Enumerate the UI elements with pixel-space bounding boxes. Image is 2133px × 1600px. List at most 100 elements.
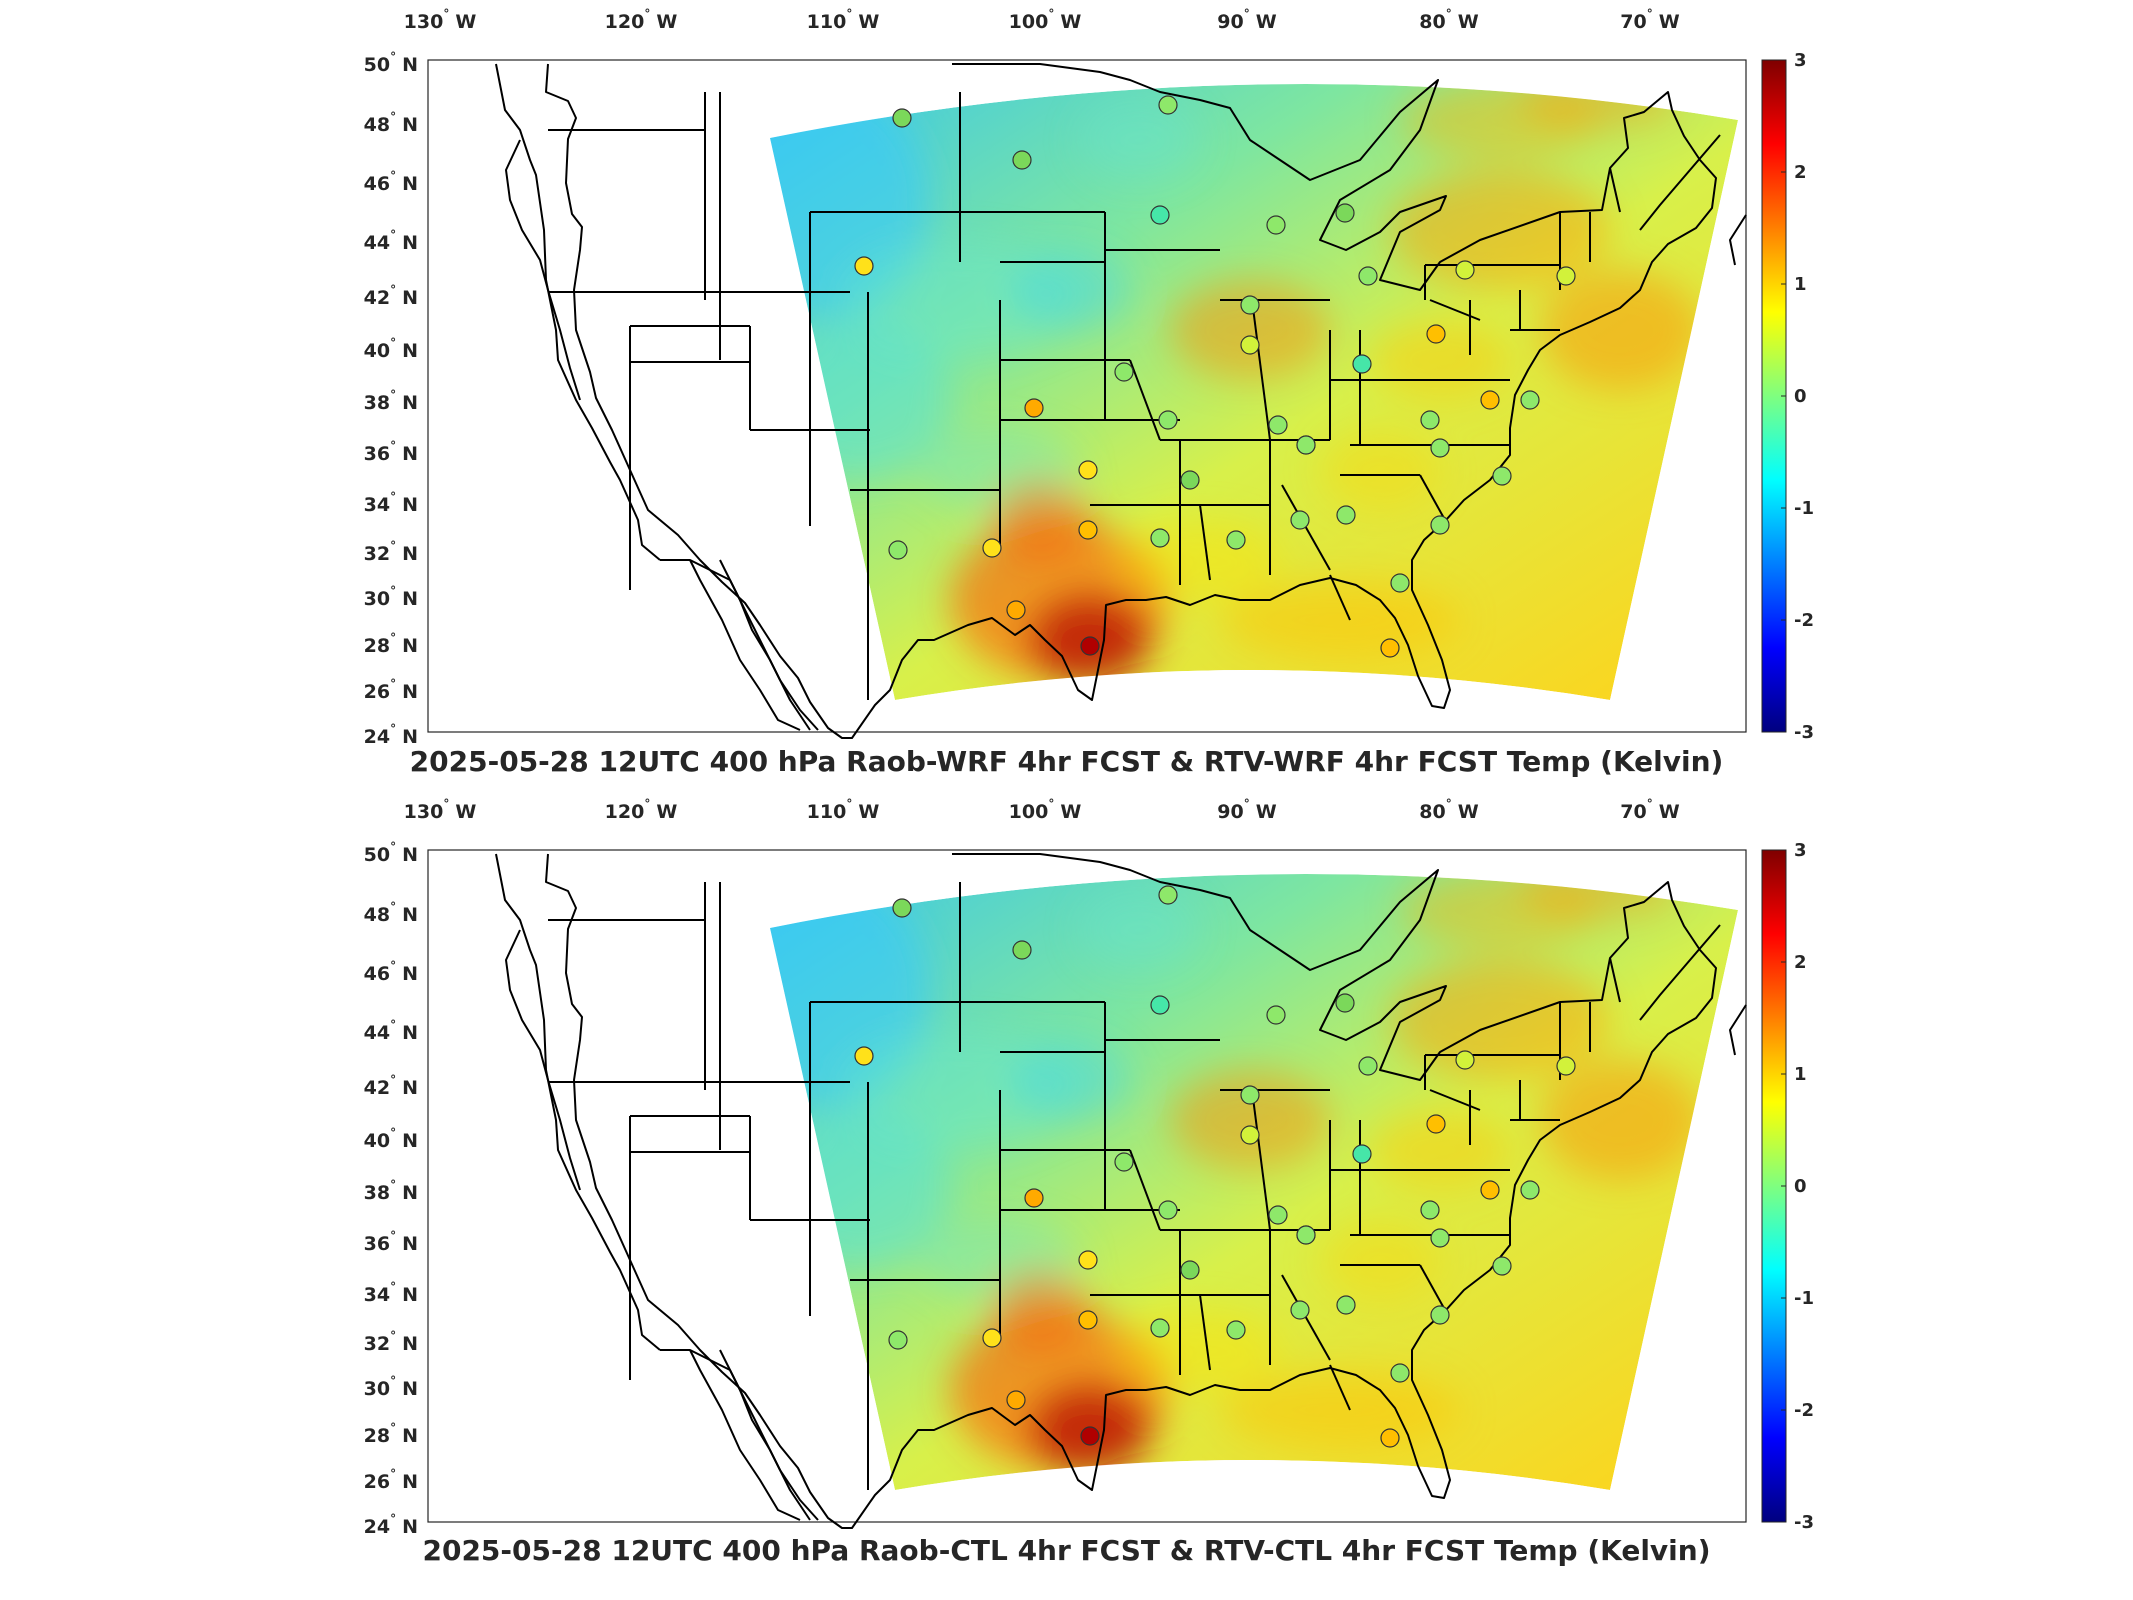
map-panel-top: 130° W 120° W 110° W 100° W 90° W 80° W 70° W 50° N 48° N… — [364, 7, 1814, 778]
lat-tick-label: 50° N — [364, 840, 418, 866]
lat-tick-label: 26° N — [364, 677, 418, 703]
raob-station-marker — [1150, 205, 1170, 225]
raob-station-marker — [1420, 410, 1440, 430]
raob-station-marker — [1012, 940, 1032, 960]
lon-tick-label: 110° W — [807, 7, 880, 33]
lat-tick-label: 42° N — [364, 1073, 418, 1099]
temperature-difference-map: 130° W 120° W 110° W 100° W 90° W 80° W 70° W 50° N 48° N… — [364, 7, 1814, 748]
lat-tick-label: 44° N — [364, 1018, 418, 1044]
state-border — [1129, 1149, 1161, 1231]
raob-station-marker — [1268, 415, 1288, 435]
lat-tick-label: 38° N — [364, 388, 418, 414]
field-anomaly — [1220, 580, 1460, 660]
lon-tick-label: 130° W — [404, 797, 477, 823]
raob-station-marker — [1006, 600, 1026, 620]
field-anomaly — [1220, 1370, 1460, 1450]
raob-station-marker — [1266, 215, 1286, 235]
lon-tick-label: 70° W — [1620, 797, 1679, 823]
raob-station-marker — [1358, 1056, 1378, 1076]
raob-station-marker — [1430, 1228, 1450, 1248]
colorbar-tick-label: 1 — [1794, 1064, 1807, 1085]
raob-station-marker — [1556, 266, 1576, 286]
state-border — [1281, 484, 1331, 571]
raob-station-marker — [1336, 1295, 1356, 1315]
raob-station-marker — [1296, 1225, 1316, 1245]
raob-station-marker — [1024, 1188, 1044, 1208]
raob-station-marker — [1180, 470, 1200, 490]
map-title: 2025-05-28 12UTC 400 hPa Raob-CTL 4hr FC… — [422, 1534, 1711, 1567]
map-title: 2025-05-28 12UTC 400 hPa Raob-WRF 4hr FC… — [409, 745, 1724, 778]
state-border — [1609, 167, 1621, 213]
raob-station-marker — [1240, 335, 1260, 355]
lat-tick-label: 40° N — [364, 1126, 418, 1152]
field-anomaly — [1080, 890, 1200, 970]
field-anomaly — [990, 480, 1090, 560]
raob-station-marker — [888, 540, 908, 560]
raob-station-marker — [1150, 528, 1170, 548]
lon-tick-label: 80° W — [1419, 797, 1478, 823]
raob-station-marker — [1226, 1320, 1246, 1340]
raob-station-marker — [1150, 995, 1170, 1015]
field-anomaly — [1080, 100, 1200, 180]
raob-station-marker — [1358, 266, 1378, 286]
raob-station-marker — [1430, 438, 1450, 458]
lat-tick-label: 28° N — [364, 631, 418, 657]
lat-tick-label: 32° N — [364, 539, 418, 565]
coastline — [1729, 214, 1747, 266]
coastline — [1639, 134, 1721, 231]
state-border — [1251, 1089, 1271, 1231]
state-border — [1419, 474, 1446, 521]
state-border — [1199, 504, 1211, 581]
lon-tick-label: 80° W — [1419, 7, 1478, 33]
lat-tick-label: 34° N — [364, 490, 418, 516]
coastline — [1639, 924, 1721, 1021]
lon-tick-label: 70° W — [1620, 7, 1679, 33]
coastline — [495, 853, 661, 1351]
raob-station-marker — [888, 1330, 908, 1350]
raob-station-marker — [1114, 1152, 1134, 1172]
raob-station-marker — [1078, 460, 1098, 480]
field-anomaly — [1540, 270, 1700, 390]
raob-station-marker — [1180, 1260, 1200, 1280]
raob-station-marker — [1480, 1180, 1500, 1200]
state-border — [1199, 1294, 1211, 1371]
colorbar-tick-label: -1 — [1794, 1288, 1814, 1309]
raob-station-marker — [1080, 1426, 1100, 1446]
field-anomaly — [1120, 520, 1280, 600]
lon-tick-label: 110° W — [807, 797, 880, 823]
colorbar-tick-label: -3 — [1794, 1512, 1814, 1533]
coastline — [689, 1349, 801, 1521]
state-border — [1129, 359, 1161, 441]
raob-station-marker — [1240, 295, 1260, 315]
raob-station-marker — [1492, 1256, 1512, 1276]
raob-stations — [854, 95, 1576, 658]
raob-station-marker — [1024, 398, 1044, 418]
lat-tick-label: 40° N — [364, 336, 418, 362]
lon-tick-label: 90° W — [1217, 797, 1276, 823]
raob-station-marker — [1520, 390, 1540, 410]
state-border — [1609, 957, 1621, 1003]
coastline — [660, 1349, 819, 1521]
colorbar-tick-label: 0 — [1794, 386, 1807, 407]
raob-station-marker — [1426, 1114, 1446, 1134]
raob-station-marker — [892, 898, 912, 918]
raob-station-marker — [1078, 1250, 1098, 1270]
state-border — [1329, 574, 1351, 621]
state-border — [1251, 299, 1271, 441]
field-anomaly — [1010, 1040, 1130, 1120]
raob-stations — [854, 885, 1576, 1448]
field-anomaly — [1390, 960, 1610, 1080]
colorbar-tick-label: -3 — [1794, 722, 1814, 743]
raob-station-marker — [1114, 362, 1134, 382]
coastline — [689, 559, 801, 731]
raob-station-marker — [1335, 203, 1355, 223]
country-outline — [545, 63, 1717, 739]
raob-station-marker — [1006, 1390, 1026, 1410]
temperature-difference-map: 130° W 120° W 110° W 100° W 90° W 80° W 70° W 50° N 48° N… — [364, 797, 1814, 1538]
raob-station-marker — [1335, 993, 1355, 1013]
raob-station-marker — [1078, 520, 1098, 540]
state-border — [1419, 1264, 1446, 1311]
lat-tick-label: 46° N — [364, 169, 418, 195]
raob-station-marker — [1266, 1005, 1286, 1025]
raob-station-marker — [1158, 1200, 1178, 1220]
